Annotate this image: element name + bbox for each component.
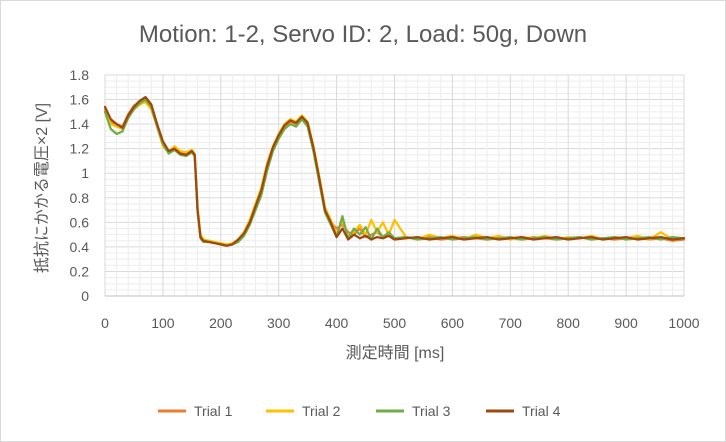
x-axis-title: 測定時間 [ms]: [346, 344, 445, 362]
y-tick-label: 0: [81, 288, 89, 304]
chart-title: Motion: 1-2, Servo ID: 2, Load: 50g, Dow…: [139, 21, 587, 48]
y-tick-label: 1.4: [70, 116, 90, 132]
y-tick-label: 0.8: [70, 190, 90, 206]
x-axis-ticks: 0 100 200 300 400 500 600 700 800 900 1000: [101, 315, 700, 331]
legend-label: Trial 2: [302, 403, 341, 419]
y-axis-ticks: 0 0.2 0.4 0.6 0.8 1 1.2 1.4 1.6 1.8: [70, 67, 90, 304]
x-tick-label: 400: [325, 315, 349, 331]
legend-label: Trial 1: [194, 403, 233, 419]
y-tick-label: 1: [81, 165, 89, 181]
x-tick-label: 0: [101, 315, 109, 331]
x-tick-label: 300: [267, 315, 291, 331]
y-tick-label: 1.6: [70, 92, 90, 108]
x-tick-label: 800: [557, 315, 581, 331]
series-lines: [103, 95, 686, 247]
x-tick-label: 600: [441, 315, 465, 331]
y-tick-label: 1.8: [70, 67, 90, 83]
legend: Trial 1 Trial 2 Trial 3 Trial 4: [158, 403, 561, 419]
series-line-trial-4: [103, 95, 686, 247]
x-tick-label: 900: [614, 315, 638, 331]
y-tick-label: 0.2: [70, 263, 90, 279]
x-tick-label: 700: [499, 315, 523, 331]
y-axis-title: 抵抗にかかる電圧×2 [V]: [33, 103, 51, 273]
legend-label: Trial 4: [522, 403, 561, 419]
x-tick-label: 500: [383, 315, 407, 331]
plot-grid: [104, 74, 685, 297]
x-tick-label: 100: [151, 315, 175, 331]
legend-label: Trial 3: [412, 403, 451, 419]
y-tick-label: 0.4: [70, 239, 90, 255]
y-tick-label: 0.6: [70, 214, 90, 230]
x-tick-label: 1000: [668, 315, 699, 331]
y-tick-label: 1.2: [70, 141, 90, 157]
x-tick-label: 200: [209, 315, 233, 331]
